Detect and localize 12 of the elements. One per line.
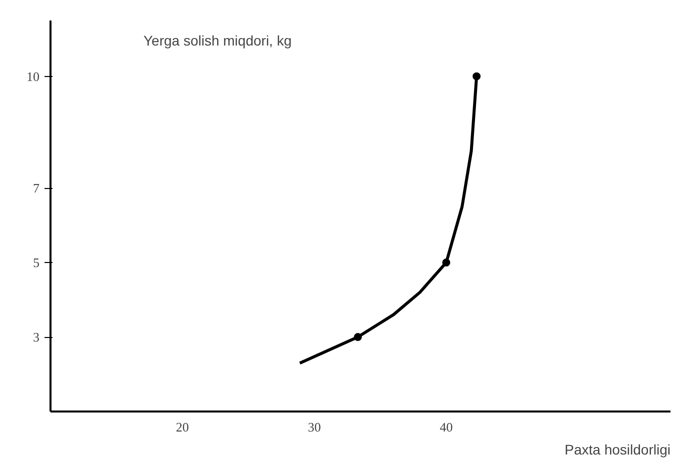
point: [442, 258, 450, 267]
y-tick-label: 10: [26, 68, 40, 84]
x-tick-label: 40: [440, 420, 453, 434]
x-axis-title: Paxta hosildorligi: [564, 442, 671, 458]
y-tick-label: 7: [33, 180, 40, 196]
y-tick-label: 5: [33, 255, 40, 270]
x-tick-label: 20: [176, 420, 189, 434]
point: [354, 333, 362, 342]
y-axis-title: Yerga solish miqdori, kg: [144, 32, 292, 48]
point: [472, 72, 481, 80]
y-tick-label: 3: [33, 330, 40, 345]
x-tick-label: 30: [308, 420, 321, 434]
